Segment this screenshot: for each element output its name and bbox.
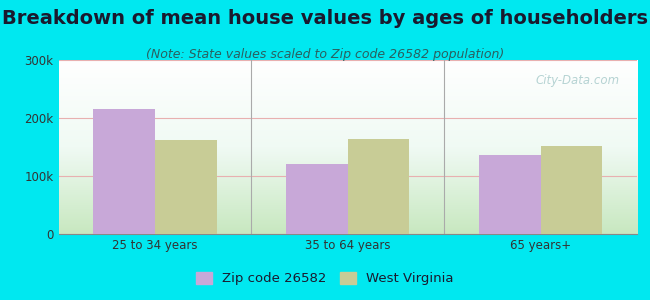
Text: City-Data.com: City-Data.com: [536, 74, 619, 87]
Legend: Zip code 26582, West Virginia: Zip code 26582, West Virginia: [191, 266, 459, 290]
Bar: [479, 154, 541, 234]
Text: Breakdown of mean house values by ages of householders: Breakdown of mean house values by ages o…: [2, 9, 648, 28]
Bar: [286, 164, 348, 234]
Bar: [348, 140, 410, 234]
Text: (Note: State values scaled to Zip code 26582 population): (Note: State values scaled to Zip code 2…: [146, 48, 504, 61]
Bar: [155, 140, 216, 234]
Bar: [541, 146, 603, 234]
Bar: [93, 109, 155, 234]
